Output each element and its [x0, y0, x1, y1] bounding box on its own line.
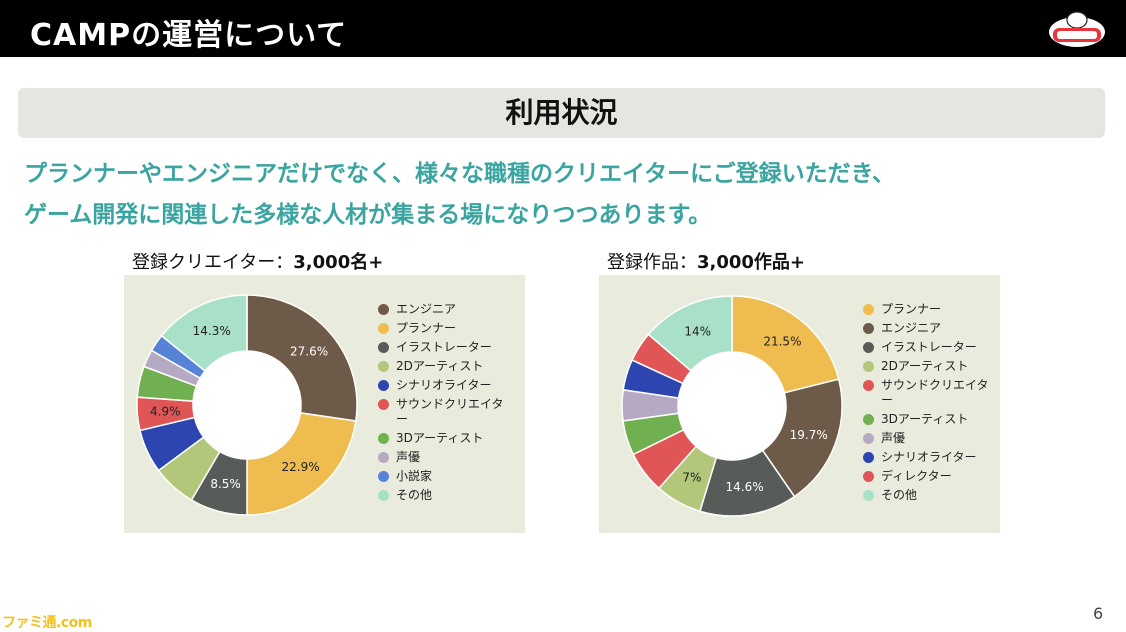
legend-label: ディレクター — [881, 469, 952, 483]
legend-swatch — [378, 490, 389, 501]
section-header: 利用状況 — [18, 88, 1105, 138]
legend-label: プランナー — [396, 321, 457, 335]
legend-swatch — [378, 452, 389, 463]
legend-item: プランナー — [378, 321, 508, 336]
legend-label: 声優 — [396, 450, 421, 464]
slice-data-label: 8.5% — [210, 477, 241, 491]
legend-item: プランナー — [863, 302, 993, 317]
header-bar: CAMPの運営について — [0, 0, 1126, 57]
legend-swatch — [378, 361, 389, 372]
legend-label: 声優 — [881, 431, 906, 445]
creator-count-caption: 登録クリエイター： — [132, 252, 294, 273]
legend-swatch — [863, 452, 874, 463]
legend-label: イラストレーター — [881, 340, 977, 354]
legend-swatch — [863, 414, 874, 425]
slice-data-label: 4.9% — [150, 405, 181, 419]
lead-text-line-2: ゲーム開発に関連した多様な人材が集まる場になりつつあります。 — [24, 202, 712, 228]
legend-swatch — [863, 380, 874, 391]
legend-swatch — [378, 323, 389, 334]
slice-data-label: 14.6% — [726, 480, 764, 494]
works-count-caption: 登録作品： — [607, 252, 697, 273]
works-chart-legend: プランナーエンジニアイラストレーター 2Dアーティストサウンドクリエイター 3Dアー… — [863, 302, 993, 507]
legend-item: サウンドクリエイター — [378, 397, 508, 427]
legend-label: 3Dアーティスト — [881, 412, 969, 426]
legend-swatch — [863, 471, 874, 482]
legend-item: ディレクター — [863, 469, 993, 484]
legend-swatch — [378, 433, 389, 444]
works-count-value: 3,000作品+ — [697, 252, 806, 273]
donut-hole — [678, 352, 786, 460]
legend-item: 小説家 — [378, 469, 508, 484]
slice-data-label: 19.7% — [790, 428, 828, 442]
creator-count-label: 登録クリエイター：3,000名+ — [132, 248, 383, 274]
legend-swatch — [863, 323, 874, 334]
legend-label: エンジニア — [396, 302, 457, 316]
legend-swatch — [378, 471, 389, 482]
page-title: CAMPの運営について — [30, 18, 348, 53]
legend-label: 2Dアーティスト — [881, 359, 969, 373]
legend-label: イラストレーター — [396, 340, 492, 354]
donut-slice-0 — [246, 294, 358, 422]
legend-swatch — [378, 380, 389, 391]
legend-item: 3Dアーティスト — [378, 431, 508, 446]
legend-item: 2Dアーティスト — [378, 359, 508, 374]
legend-item: シナリオライター — [378, 378, 508, 393]
legend-item: 声優 — [863, 431, 993, 446]
legend-label: その他 — [881, 488, 918, 502]
legend-item: エンジニア — [863, 321, 993, 336]
slice-data-label: 14% — [684, 325, 711, 339]
legend-swatch — [863, 433, 874, 444]
legend-item: サウンドクリエイター — [863, 378, 993, 408]
legend-item: その他 — [863, 488, 993, 503]
works-donut-chart: 21.5% 19.7% 14.6% 7% 14% プランナーエンジニアイラストレーター 2… — [599, 275, 1000, 533]
slice-data-label: 27.6% — [290, 344, 328, 358]
legend-item: 3Dアーティスト — [863, 412, 993, 427]
works-donut-svg: 21.5% 19.7% 14.6% 7% 14% — [621, 295, 843, 517]
legend-swatch — [863, 361, 874, 372]
legend-label: プランナー — [881, 302, 942, 316]
section-title: 利用状況 — [505, 96, 618, 129]
legend-item: シナリオライター — [863, 450, 993, 465]
donut-hole — [193, 351, 301, 459]
legend-label: サウンドクリエイター — [396, 397, 504, 426]
creator-chart-legend: エンジニアプランナーイラストレーター 2Dアーティスト シナリオライターサウンドクリ… — [378, 302, 508, 507]
legend-label: 2Dアーティスト — [396, 359, 484, 373]
page-number: 6 — [1093, 604, 1104, 623]
slice-data-label: 7% — [682, 471, 701, 485]
legend-label: その他 — [396, 488, 433, 502]
donut-slice-9 — [647, 295, 733, 372]
legend-item: 声優 — [378, 450, 508, 465]
legend-label: 小説家 — [396, 469, 433, 483]
donut-slice-0 — [731, 295, 840, 394]
donut-slice-9 — [160, 294, 248, 373]
legend-swatch — [378, 304, 389, 315]
slice-data-label: 22.9% — [282, 460, 320, 474]
creator-donut-chart: 27.6% 22.9% 8.5% 4.9% 14.3% エンジニアプランナーイラストレー… — [124, 275, 525, 533]
famitsu-watermark: ファミ通.com — [2, 615, 92, 631]
legend-item: その他 — [378, 488, 508, 503]
legend-label: シナリオライター — [396, 378, 492, 392]
legend-item: エンジニア — [378, 302, 508, 317]
slice-data-label: 14.3% — [193, 324, 231, 338]
legend-label: シナリオライター — [881, 450, 977, 464]
legend-swatch — [378, 399, 389, 410]
legend-swatch — [863, 304, 874, 315]
legend-label: 3Dアーティスト — [396, 431, 484, 445]
creator-count-value: 3,000名+ — [293, 252, 384, 273]
lead-text-line-1: プランナーやエンジニアだけでなく、様々な職種のクリエイターにご登録いただき、 — [24, 161, 896, 187]
donut-slice-1 — [761, 378, 843, 498]
legend-item: 2Dアーティスト — [863, 359, 993, 374]
legend-swatch — [378, 342, 389, 353]
works-count-label: 登録作品：3,000作品+ — [607, 248, 805, 274]
donut-slice-1 — [246, 412, 357, 516]
creator-donut-svg: 27.6% 22.9% 8.5% 4.9% 14.3% — [136, 294, 358, 516]
legend-label: サウンドクリエイター — [881, 378, 989, 407]
legend-label: エンジニア — [881, 321, 942, 335]
legend-swatch — [863, 342, 874, 353]
legend-item: イラストレーター — [378, 340, 508, 355]
camp-logo — [1049, 11, 1105, 47]
slice-data-label: 21.5% — [763, 334, 801, 348]
legend-swatch — [863, 490, 874, 501]
legend-item: イラストレーター — [863, 340, 993, 355]
